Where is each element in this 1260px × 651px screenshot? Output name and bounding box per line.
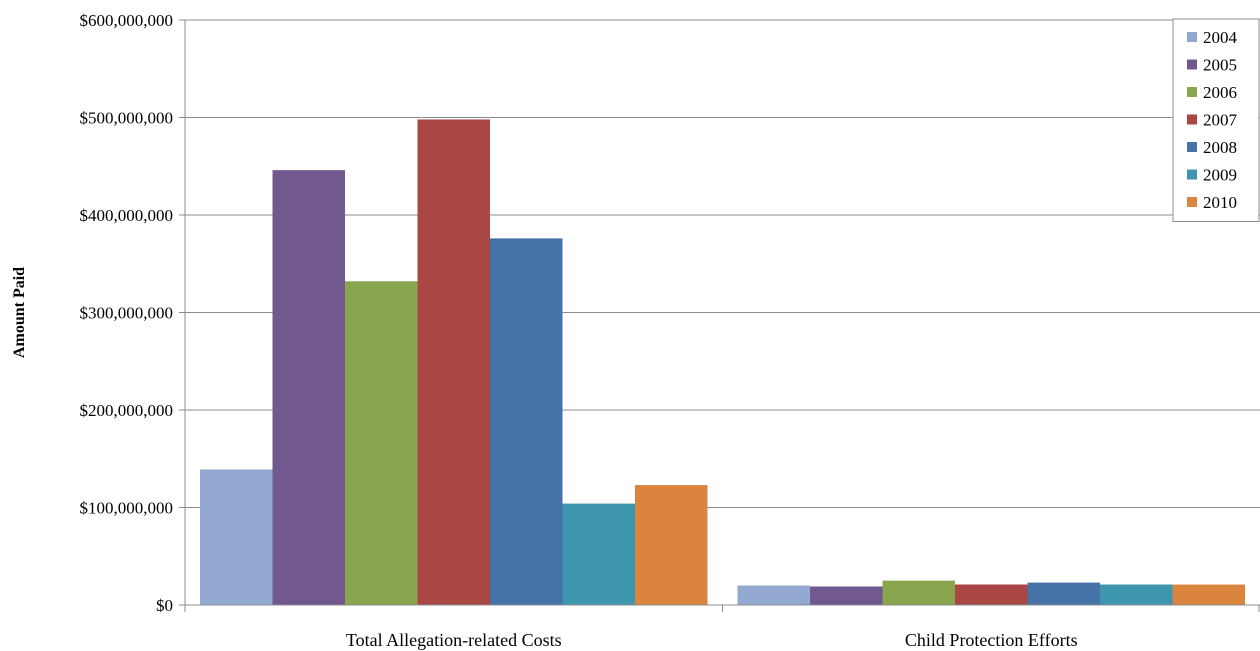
y-tick-label: $200,000,000	[80, 401, 174, 420]
x-category-label: Child Protection Efforts	[905, 630, 1078, 650]
bars	[200, 119, 1245, 605]
legend-swatch	[1187, 114, 1197, 125]
x-category-labels: Total Allegation-related Costs Child Prot…	[346, 630, 1078, 650]
y-tick-label: $600,000,000	[80, 11, 174, 30]
bar-2007-child-protection	[955, 584, 1028, 605]
bar-2006-child-protection	[882, 580, 955, 605]
y-tick-label: $0	[156, 596, 173, 615]
bar-2005-child-protection	[810, 586, 883, 605]
bar-2008-child-protection	[1027, 582, 1100, 605]
legend-swatch	[1187, 32, 1197, 42]
legend-label: 2007	[1203, 111, 1238, 130]
legend-swatch	[1187, 169, 1197, 180]
bar-2009-child-protection	[1100, 584, 1173, 605]
bar-2004-child-protection	[737, 585, 810, 605]
bar-2010-child-protection	[1172, 584, 1245, 605]
legend-label: 2004	[1203, 28, 1238, 47]
legend-label: 2005	[1203, 56, 1237, 75]
legend-label: 2008	[1203, 138, 1237, 157]
y-tick-labels: $0 $100,000,000 $200,000,000 $300,000,000 $4…	[80, 11, 174, 615]
bar-2004-total-allegation	[200, 469, 273, 605]
bar-2005-total-allegation	[272, 170, 345, 605]
x-category-label: Total Allegation-related Costs	[346, 630, 562, 650]
bar-2007-total-allegation	[417, 119, 490, 605]
legend-box	[1172, 18, 1260, 222]
y-tick-label: $300,000,000	[80, 304, 174, 323]
bar-2006-total-allegation	[345, 281, 418, 605]
y-tick-label: $500,000,000	[80, 109, 174, 128]
y-tick-label: $100,000,000	[80, 499, 174, 518]
bar-2010-total-allegation	[635, 485, 708, 605]
legend-label: 2006	[1203, 83, 1237, 102]
y-axis-label: Amount Paid	[11, 267, 28, 358]
legend-swatch	[1187, 197, 1197, 207]
bar-2009-total-allegation	[562, 503, 635, 605]
bar-2008-total-allegation	[490, 238, 563, 605]
legend-label: 2009	[1203, 166, 1237, 185]
legend-swatch	[1187, 59, 1197, 70]
y-tick-label: $400,000,000	[80, 206, 174, 225]
legend-swatch	[1187, 142, 1197, 152]
legend: 2004 2005 2006 2007 2008 2009 2010	[1172, 18, 1260, 222]
axes	[179, 19, 1260, 612]
legend-swatch	[1187, 87, 1197, 97]
legend-label: 2010	[1203, 193, 1237, 212]
